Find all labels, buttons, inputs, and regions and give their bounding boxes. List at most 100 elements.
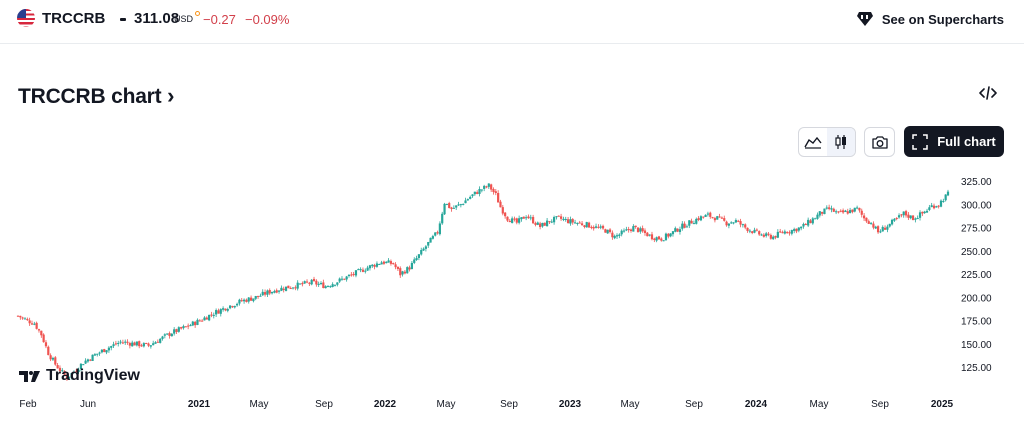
candle-body (685, 226, 689, 228)
candle-body (354, 270, 358, 276)
candle-body (657, 236, 661, 240)
candle-body (755, 229, 758, 231)
candle-body (357, 269, 360, 271)
candle-body (529, 217, 532, 219)
separator-dash (120, 18, 126, 21)
candle-body (760, 234, 763, 236)
candle-body (522, 216, 525, 219)
candle-body (261, 291, 264, 296)
candle-body (21, 317, 24, 319)
candle-body (867, 221, 870, 224)
ticker-bar: TRCCRB 311.08 USD −0.27 −0.09% See on Su… (0, 0, 1024, 44)
candle-body (175, 329, 178, 332)
candle-body (534, 223, 537, 225)
candle-body (814, 218, 817, 220)
candle-body (191, 321, 194, 326)
fullscreen-icon (912, 133, 928, 150)
candle-body (289, 288, 292, 290)
candle-body (830, 208, 833, 210)
chart-title-link[interactable]: TRCCRB chart › (18, 83, 174, 109)
candle-body (256, 295, 260, 297)
candle-body (35, 322, 38, 329)
candle-body (436, 232, 439, 234)
candle-body (147, 343, 150, 346)
candle-body (201, 320, 204, 322)
y-axis-tick-label: 175.00 (961, 317, 992, 328)
candle-body (900, 214, 903, 216)
full-chart-button[interactable]: Full chart (904, 126, 1004, 157)
candle-body (469, 196, 472, 199)
candle-body (849, 210, 852, 214)
y-axis-tick-label: 275.00 (961, 224, 992, 235)
candle-body (587, 222, 591, 228)
supercharts-link-label: See on Supercharts (881, 11, 1004, 27)
screenshot-button[interactable] (864, 127, 895, 157)
candle-body (277, 290, 281, 292)
candle-body (774, 235, 777, 238)
candle-body (939, 200, 943, 207)
candle-body (443, 203, 446, 215)
candle-body (44, 342, 48, 347)
candle-body (58, 367, 62, 372)
candle-body (180, 327, 183, 329)
candle-body (837, 211, 840, 213)
candle-body (294, 287, 297, 289)
candle-body (89, 359, 92, 361)
candle-body (459, 204, 462, 206)
candle-body (450, 207, 453, 210)
candle-body (466, 199, 469, 201)
candle-body (149, 345, 152, 347)
candle-body (788, 232, 791, 234)
candle-body (688, 220, 691, 226)
candle-body (597, 226, 600, 228)
candle-body (368, 265, 372, 269)
candle-body (730, 222, 733, 224)
candle-body (592, 227, 595, 229)
candle-body (133, 342, 136, 346)
x-axis-tick-label: 2022 (374, 399, 397, 410)
ticker-symbol[interactable]: TRCCRB (42, 10, 106, 27)
candle-body (720, 217, 724, 219)
code-icon[interactable] (979, 86, 997, 100)
candle-body (876, 226, 880, 233)
candle-body (282, 288, 285, 290)
candle-body (732, 222, 735, 224)
y-axis-tick-label: 125.00 (961, 363, 992, 374)
candle-body (620, 230, 623, 235)
candle-body (270, 291, 274, 294)
candle-body (68, 376, 71, 378)
candle-body (937, 205, 940, 207)
candle-body (312, 278, 316, 282)
candle-body (632, 226, 635, 232)
candle-body (242, 299, 246, 302)
candle-body (114, 343, 117, 345)
candle-body (629, 229, 633, 231)
candle-body (189, 325, 192, 327)
y-axis-tick-label: 325.00 (961, 177, 992, 188)
candle-body (291, 287, 295, 289)
area-style-button[interactable] (799, 128, 827, 156)
candle-body (138, 341, 141, 347)
candle-body (480, 189, 483, 191)
candle-body (238, 299, 241, 304)
candle-body (893, 218, 896, 221)
candles-style-button[interactable] (827, 128, 855, 156)
candle-body (84, 360, 87, 364)
candle-body (229, 305, 232, 309)
candle-body (916, 218, 919, 220)
price-chart[interactable]: 325.00 300.00 275.00 250.00 225.00 200.00 175.… (0, 165, 1024, 425)
candle-body (429, 237, 432, 243)
candle-body (56, 365, 59, 369)
candle-body (890, 219, 894, 225)
candle-body (569, 219, 572, 224)
candle-body (902, 211, 905, 216)
candle-body (886, 226, 889, 230)
see-on-supercharts-link[interactable]: See on Supercharts (856, 10, 1004, 28)
candle-body (716, 216, 719, 220)
candle-body (247, 297, 250, 302)
candle-body (911, 215, 915, 221)
candle-body (786, 232, 789, 234)
candle-body (497, 192, 500, 203)
candle-body (196, 319, 199, 325)
candle-body (296, 282, 299, 289)
